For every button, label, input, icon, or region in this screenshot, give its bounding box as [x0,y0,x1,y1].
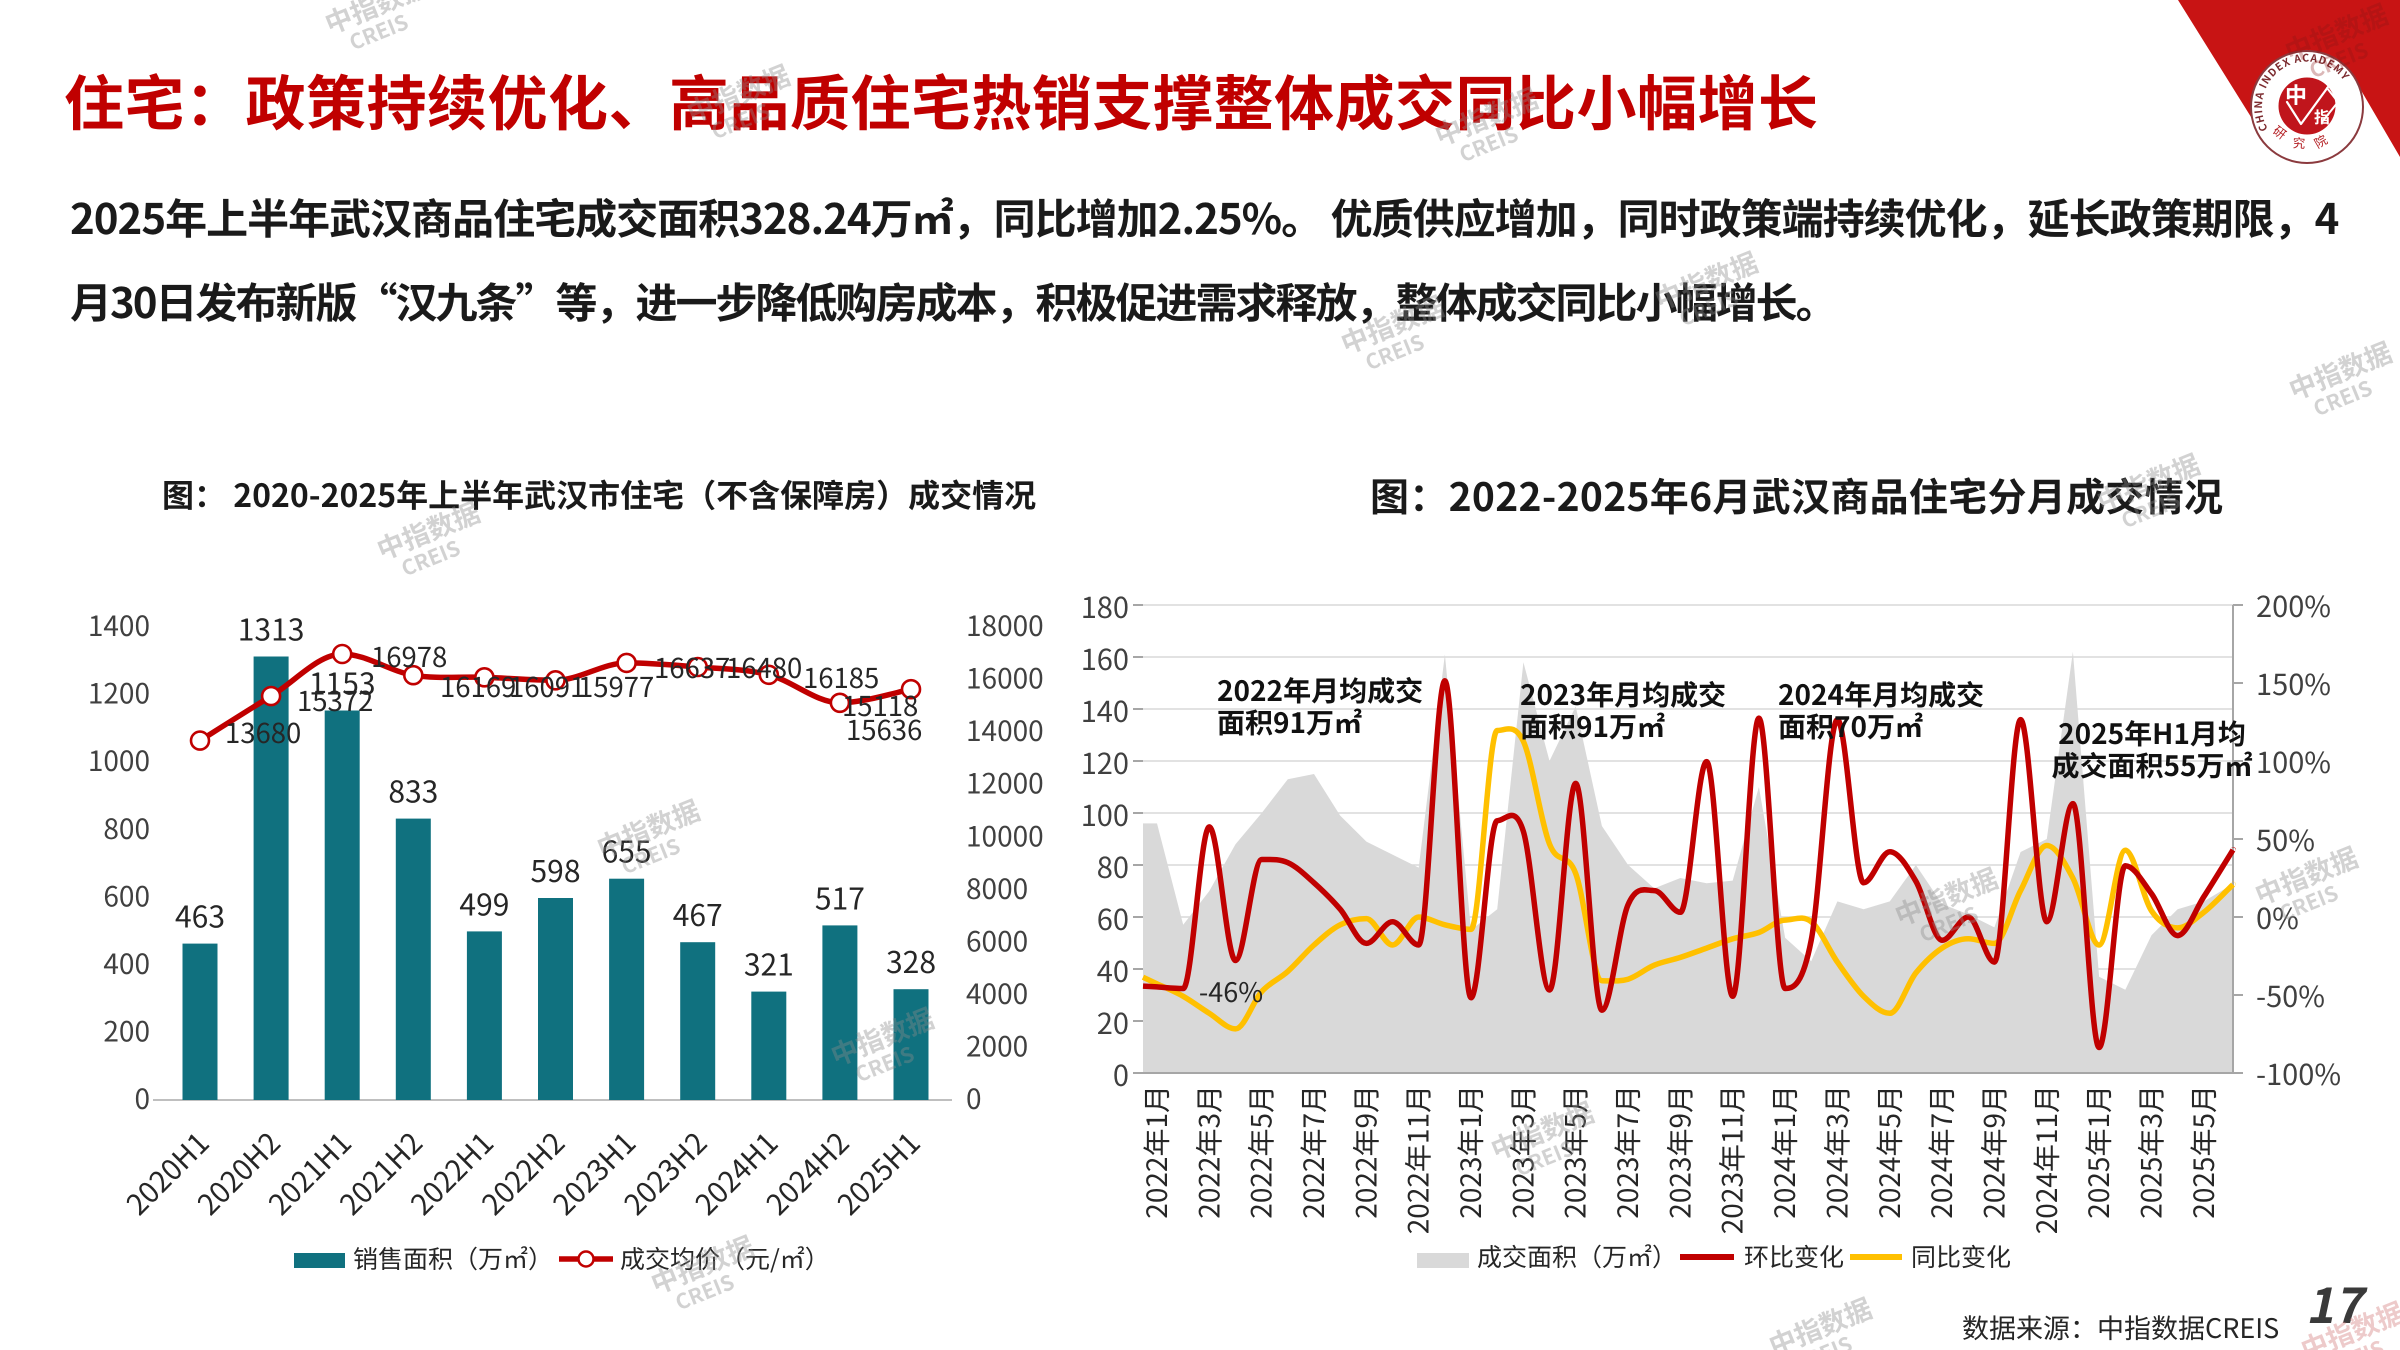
svg-text:2025年1月: 2025年1月 [2078,1085,2118,1219]
svg-text:1400: 1400 [88,605,150,645]
svg-text:2022年11月: 2022年11月 [1398,1085,1438,1234]
svg-text:467: 467 [673,891,723,935]
svg-text:160: 160 [1081,637,1129,679]
svg-text:中: 中 [2285,78,2307,110]
svg-text:463: 463 [175,893,225,937]
svg-text:13680: 13680 [225,711,301,751]
svg-text:200%: 200% [2256,584,2331,626]
svg-text:4000: 4000 [966,973,1028,1013]
svg-text:800: 800 [103,808,150,848]
svg-text:517: 517 [815,874,865,918]
svg-text:2022年1月: 2022年1月 [1136,1085,1176,1219]
svg-text:0: 0 [966,1078,982,1118]
svg-text:1153: 1153 [309,660,376,704]
svg-text:2024年9月: 2024年9月 [1973,1085,2013,1219]
svg-text:2024年7月: 2024年7月 [1921,1085,1961,1219]
svg-text:833: 833 [388,768,438,812]
svg-text:16637: 16637 [654,646,730,686]
svg-text:100%: 100% [2256,740,2331,782]
svg-text:-46%: -46% [1199,971,1263,1010]
svg-text:15372: 15372 [297,679,373,719]
svg-text:指: 指 [2314,104,2330,128]
svg-text:80: 80 [1097,845,1129,887]
svg-text:2024年3月: 2024年3月 [1816,1085,1856,1219]
svg-text:成交均价（元/㎡）: 成交均价（元/㎡） [620,1240,830,1276]
svg-text:321: 321 [744,941,794,985]
svg-text:8000: 8000 [966,868,1028,908]
svg-text:2023年3月: 2023年3月 [1502,1085,1542,1219]
svg-text:2025年3月: 2025年3月 [2131,1085,2171,1219]
svg-text:15636: 15636 [846,708,922,748]
svg-text:40: 40 [1097,949,1129,991]
svg-text:140: 140 [1081,689,1129,731]
svg-text:2023年9月: 2023年9月 [1659,1085,1699,1219]
svg-text:环比变化: 环比变化 [1744,1238,1844,1274]
svg-text:400: 400 [103,943,150,983]
svg-text:-50%: -50% [2256,974,2325,1016]
svg-text:2024年11月: 2024年11月 [2026,1085,2066,1234]
svg-text:图：2022-2025年6月武汉商品住宅分月成交情况: 图：2022-2025年6月武汉商品住宅分月成交情况 [1370,467,2223,523]
svg-text:20: 20 [1097,1001,1129,1043]
svg-text:18000: 18000 [966,605,1044,645]
svg-text:655: 655 [602,828,652,872]
svg-text:面积91万㎡: 面积91万㎡ [1217,702,1362,742]
svg-text:1000: 1000 [88,740,150,780]
svg-text:2023年7月: 2023年7月 [1607,1085,1647,1219]
svg-text:6000: 6000 [966,920,1028,960]
svg-text:50%: 50% [2256,818,2315,860]
svg-text:2023年5月: 2023年5月 [1555,1085,1595,1219]
svg-text:2025年5月: 2025年5月 [2183,1085,2223,1219]
svg-text:销售面积（万㎡）: 销售面积（万㎡） [353,1240,553,1276]
svg-text:2024年1月: 2024年1月 [1764,1085,1804,1219]
svg-text:16978: 16978 [371,635,447,675]
svg-text:2022年5月: 2022年5月 [1241,1085,1281,1219]
svg-text:1313: 1313 [238,606,305,650]
svg-text:120: 120 [1081,741,1129,783]
svg-text:2000: 2000 [966,1026,1028,1066]
svg-text:16091: 16091 [509,665,585,705]
svg-text:600: 600 [103,875,150,915]
svg-text:328: 328 [886,938,936,982]
svg-text:10000: 10000 [966,815,1044,855]
svg-text:12000: 12000 [966,763,1044,803]
svg-text:16000: 16000 [966,658,1044,698]
svg-text:499: 499 [459,880,509,924]
svg-text:面积91万㎡: 面积91万㎡ [1520,706,1665,746]
svg-text:2025年H1月均: 2025年H1月均 [2058,713,2246,753]
svg-text:200: 200 [103,1010,150,1050]
svg-text:0: 0 [1113,1053,1129,1095]
svg-text:2022年月均成交: 2022年月均成交 [1217,670,1423,710]
svg-text:16185: 16185 [803,656,879,696]
svg-text:1200: 1200 [88,673,150,713]
svg-text:15977: 15977 [578,665,654,705]
svg-text:2023年1月: 2023年1月 [1450,1085,1490,1219]
svg-text:2022年3月: 2022年3月 [1188,1085,1228,1219]
svg-text:成交面积55万㎡: 成交面积55万㎡ [2051,745,2252,785]
svg-text:2024年月均成交: 2024年月均成交 [1778,674,1984,714]
svg-text:2024年5月: 2024年5月 [1869,1085,1909,1219]
svg-text:598: 598 [531,847,581,891]
svg-text:数据来源：中指数据CREIS: 数据来源：中指数据CREIS [1962,1307,2279,1346]
svg-text:14000: 14000 [966,710,1044,750]
svg-text:15118: 15118 [842,684,918,724]
svg-text:0: 0 [134,1078,150,1118]
svg-text:2023年月均成交: 2023年月均成交 [1520,674,1726,714]
svg-text:图： 2020-2025年上半年武汉市住宅（不含保障房）成: 图： 2020-2025年上半年武汉市住宅（不含保障房）成交情况 [162,471,1036,517]
svg-text:150%: 150% [2256,662,2331,704]
svg-text:16480: 16480 [726,646,802,686]
svg-text:成交面积（万㎡）: 成交面积（万㎡） [1477,1238,1677,1274]
svg-text:2023年11月: 2023年11月 [1712,1085,1752,1234]
svg-text:60: 60 [1097,897,1129,939]
svg-text:0%: 0% [2256,896,2299,938]
svg-text:2022年9月: 2022年9月 [1345,1085,1385,1219]
svg-text:-100%: -100% [2256,1052,2341,1094]
svg-text:面积70万㎡: 面积70万㎡ [1778,706,1923,746]
svg-text:100: 100 [1081,793,1129,835]
svg-text:16169: 16169 [440,665,516,705]
svg-text:180: 180 [1081,585,1129,627]
svg-text:2022年7月: 2022年7月 [1293,1085,1333,1219]
svg-text:同比变化: 同比变化 [1911,1238,2011,1274]
